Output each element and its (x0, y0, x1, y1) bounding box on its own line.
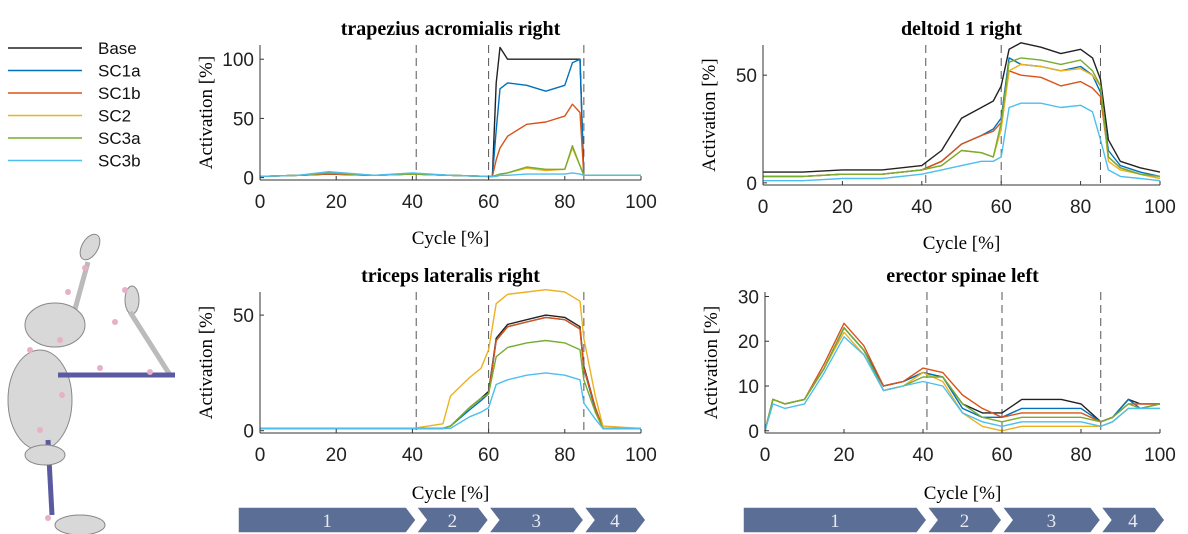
y-tick-label: 0 (748, 422, 759, 443)
x-tick-label: 20 (326, 445, 347, 466)
phase-chevron (1099, 506, 1166, 534)
y-axis-label: Activation [%] (196, 56, 217, 169)
x-tick-label: 0 (255, 445, 266, 466)
series-line (763, 42, 1161, 173)
x-tick-label: 100 (1144, 197, 1176, 218)
phase-chevron (237, 506, 418, 534)
x-tick-label: 0 (255, 192, 266, 213)
legend-label: SC3b (98, 152, 141, 171)
series-line (259, 170, 641, 178)
skeleton-illustration (7, 233, 175, 534)
phase-label: 3 (1047, 511, 1057, 532)
series-line (764, 336, 1160, 431)
phase-label: 3 (531, 511, 541, 532)
x-tick-label: 40 (402, 192, 423, 213)
chart-panel: triceps lateralis right Cycle [%] Activati… (196, 265, 657, 534)
chart-panel: erector spinae left Cycle [%] Activation [… (701, 265, 1176, 534)
x-axis-label: Cycle [%] (412, 483, 490, 504)
phase-label: 4 (610, 511, 620, 532)
series-line (260, 372, 641, 430)
y-tick-label: 10 (738, 377, 759, 398)
x-tick-label: 0 (760, 445, 771, 466)
phase-chevron (1000, 506, 1102, 534)
x-tick-label: 40 (402, 445, 423, 466)
chart-title: erector spinae left (886, 265, 1039, 287)
phase-chevron (414, 506, 490, 534)
y-tick-label: 50 (736, 66, 757, 87)
y-tick-label: 0 (746, 174, 757, 195)
y-tick-label: 20 (738, 332, 759, 353)
x-tick-label: 80 (1070, 445, 1091, 466)
legend-label: SC1b (98, 84, 141, 103)
y-axis-label: Activation [%] (196, 306, 217, 419)
x-axis-label: Cycle [%] (923, 233, 1001, 254)
y-axis-label: Activation [%] (701, 306, 722, 419)
legend-label: SC3a (98, 129, 141, 148)
x-tick-label: 60 (991, 445, 1012, 466)
x-tick-label: 100 (625, 445, 657, 466)
phase-chevron (582, 506, 647, 534)
x-tick-label: 60 (478, 192, 499, 213)
phase-chevron (925, 506, 1003, 534)
chart-panel: trapezius acromialis right Cycle [%] Activ… (196, 18, 657, 249)
x-tick-label: 80 (554, 445, 575, 466)
y-tick-label: 50 (233, 109, 254, 130)
x-tick-label: 20 (833, 445, 854, 466)
y-tick-label: 30 (738, 287, 759, 308)
series-line (763, 57, 1161, 178)
x-tick-label: 100 (1144, 445, 1176, 466)
phase-label: 1 (322, 511, 332, 532)
phase-chevron (742, 506, 928, 534)
x-tick-label: 20 (326, 192, 347, 213)
x-tick-label: 0 (758, 197, 769, 218)
phase-label: 2 (960, 511, 970, 532)
chart-title: triceps lateralis right (361, 265, 540, 287)
x-tick-label: 20 (832, 197, 853, 218)
x-axis-label: Cycle [%] (924, 483, 1002, 504)
chart-title: trapezius acromialis right (341, 18, 561, 40)
phase-label: 4 (1128, 511, 1138, 532)
legend-label: SC1a (98, 62, 141, 81)
x-tick-label: 80 (1070, 197, 1091, 218)
y-tick-label: 100 (222, 50, 254, 71)
x-tick-label: 40 (912, 445, 933, 466)
x-tick-label: 60 (478, 445, 499, 466)
x-tick-label: 40 (911, 197, 932, 218)
chart-title: deltoid 1 right (901, 18, 1022, 40)
chart-panel: deltoid 1 right Cycle [%] Activation [%] 0 2… (699, 18, 1176, 254)
y-tick-label: 50 (233, 306, 254, 327)
series-line (764, 327, 1161, 431)
series-line (763, 102, 1161, 182)
phase-chevron (487, 506, 585, 534)
x-axis-label: Cycle [%] (412, 228, 490, 249)
y-tick-label: 0 (243, 169, 254, 190)
y-tick-label: 0 (243, 422, 254, 443)
legend-label: Base (98, 39, 137, 58)
legend-label: SC2 (98, 107, 131, 126)
x-tick-label: 100 (625, 192, 657, 213)
x-tick-label: 80 (554, 192, 575, 213)
x-tick-label: 60 (991, 197, 1012, 218)
phase-label: 2 (448, 511, 458, 532)
phase-label: 1 (830, 511, 840, 532)
y-axis-label: Activation [%] (699, 58, 720, 171)
